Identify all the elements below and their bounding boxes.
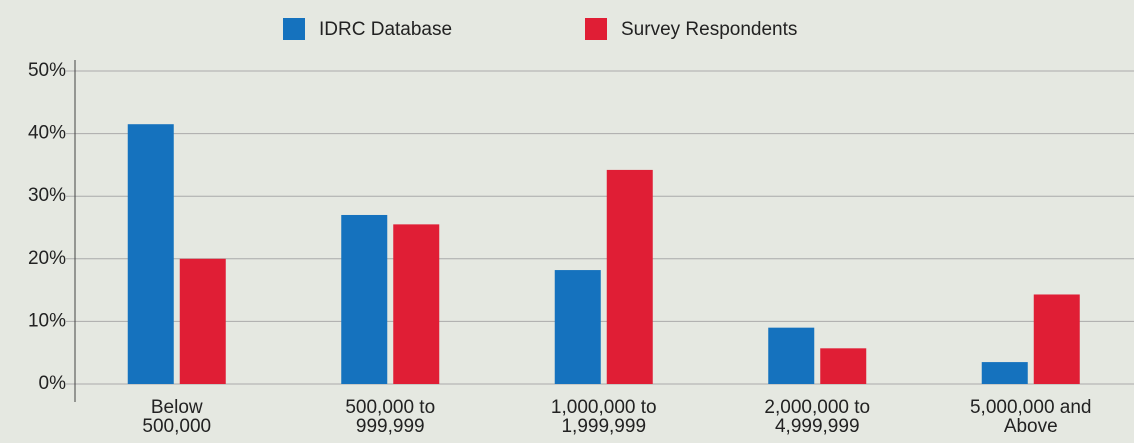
bar [554, 270, 601, 384]
x-tick-label: 5,000,000 and Above [969, 397, 1092, 437]
legend-label: IDRC Database [319, 19, 452, 40]
bar [179, 258, 226, 384]
y-tick-label: 40% [28, 123, 66, 144]
bar [393, 224, 440, 384]
y-tick-label: 30% [28, 185, 66, 206]
y-tick-label: 0% [39, 373, 67, 394]
bar [1033, 294, 1080, 384]
bar [341, 214, 388, 384]
legend-label: Survey Respondents [621, 19, 797, 40]
bar [606, 169, 653, 384]
x-tick-label: Below 500,000 [142, 397, 212, 437]
y-tick-label: 50% [28, 60, 66, 81]
bar [820, 348, 867, 384]
legend-swatch [283, 18, 305, 40]
legend-swatch [585, 18, 607, 40]
y-tick-label: 10% [28, 310, 66, 331]
bar [768, 327, 815, 384]
bar [127, 124, 174, 385]
x-tick-label: 500,000 to 999,999 [345, 397, 436, 437]
bar [981, 362, 1028, 384]
x-tick-label: 2,000,000 to 4,999,999 [764, 397, 871, 437]
x-tick-label: 1,000,000 to 1,999,999 [550, 397, 657, 437]
y-tick-label: 20% [28, 248, 66, 269]
